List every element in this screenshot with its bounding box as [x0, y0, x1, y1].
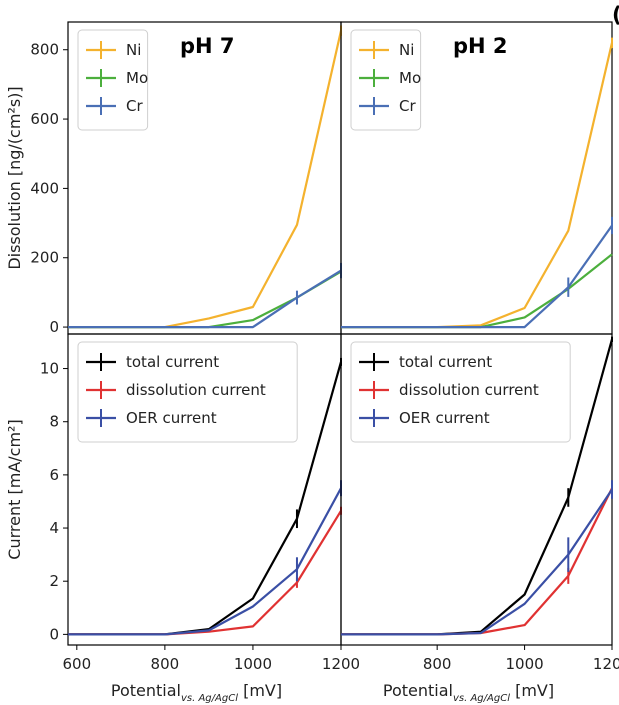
- legend-label: Ni: [126, 41, 141, 59]
- series-line-oer-current: [341, 488, 613, 636]
- y-tick-label: 800: [30, 41, 59, 59]
- x-tick-label: 600: [62, 655, 91, 673]
- x-axis-label-unit: [mV]: [238, 681, 282, 700]
- y-tick-label: 10: [40, 360, 59, 378]
- legend-label: dissolution current: [126, 381, 266, 399]
- legend-box: [350, 341, 571, 443]
- legend-label: Cr: [126, 97, 143, 115]
- y-tick-label: 0: [49, 318, 59, 336]
- legend-label: total current: [126, 353, 219, 371]
- series-line-dissolution-current: [68, 510, 342, 636]
- x-tick-label: 1000: [234, 655, 272, 673]
- chart-title: pH 2: [453, 34, 508, 58]
- legend-label: OER current: [126, 409, 217, 427]
- legend-label: dissolution current: [399, 381, 539, 399]
- y-tick-label: 200: [30, 249, 59, 267]
- x-axis-label: Potentialvs. Ag/AgCl [mV]: [383, 681, 554, 704]
- panel-label: (: [612, 3, 619, 27]
- x-axis-label-unit: [mV]: [510, 681, 554, 700]
- chart-panel-1: 0 200 400 600 800 pH 7 Ni Mo Cr Dissolution [ng/(…: [5, 21, 343, 336]
- chart-panel-3: 0 2 4 6 8 10 600 800 1000 1200 total current dissol…: [5, 333, 360, 704]
- x-axis-label-main: Potential: [111, 681, 181, 700]
- y-tick-label: 400: [30, 179, 59, 197]
- y-axis-label: Dissolution [ng/(cm²s)]: [5, 86, 24, 269]
- x-tick-label: 1000: [505, 655, 543, 673]
- chart-panel-2: pH 2 Ni Mo Cr: [340, 21, 614, 335]
- series-line-cr: [68, 269, 342, 329]
- legend-label: total current: [399, 353, 492, 371]
- y-tick-label: 0: [49, 625, 59, 643]
- x-tick-label: 1200: [593, 655, 619, 673]
- series-line-dissolution-current: [341, 487, 613, 636]
- series-line-mo: [341, 253, 613, 329]
- legend-label: Mo: [126, 69, 148, 87]
- x-axis-label-subscript: vs. Ag/AgCl: [181, 693, 238, 704]
- x-tick-label: 800: [151, 655, 180, 673]
- chart-panel-4: 800 1000 1200 total current dissolution curr…: [340, 333, 619, 704]
- legend-label: Cr: [399, 97, 416, 115]
- legend-box: [77, 341, 298, 443]
- y-tick-label: 4: [49, 519, 59, 537]
- series-line-oer-current: [68, 487, 342, 636]
- x-tick-label: 1200: [322, 655, 360, 673]
- series-line-cr: [341, 224, 613, 329]
- chart-title: pH 7: [180, 34, 235, 58]
- x-tick-label: 800: [423, 655, 452, 673]
- x-axis-label-main: Potential: [383, 681, 453, 700]
- legend-label: OER current: [399, 409, 490, 427]
- x-axis-label-subscript: vs. Ag/AgCl: [453, 693, 510, 704]
- y-tick-label: 8: [49, 413, 59, 431]
- legend-label: Mo: [399, 69, 421, 87]
- panels-group: 0 200 400 600 800 pH 7 Ni Mo Cr Dissolution [ng/(…: [5, 21, 619, 704]
- y-tick-label: 2: [49, 572, 59, 590]
- y-axis-label: Current [mA/cm²]: [5, 419, 24, 559]
- y-tick-label: 600: [30, 110, 59, 128]
- y-tick-label: 6: [49, 466, 59, 484]
- x-axis-label: Potentialvs. Ag/AgCl [mV]: [111, 681, 282, 704]
- legend-label: Ni: [399, 41, 414, 59]
